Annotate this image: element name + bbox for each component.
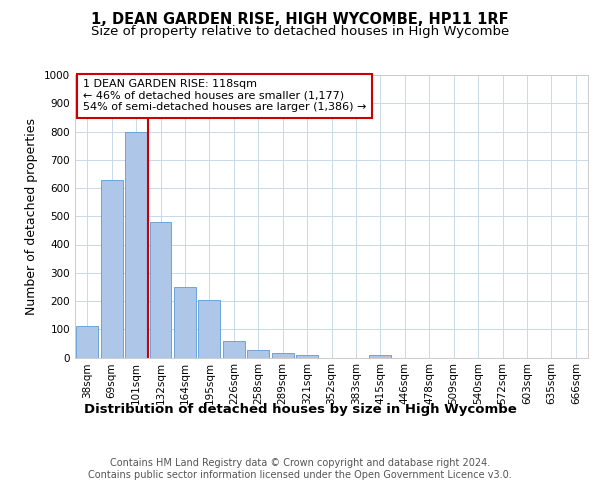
Bar [223, 340, 245, 357]
Bar [174, 287, 196, 358]
Y-axis label: Number of detached properties: Number of detached properties [25, 118, 38, 315]
Text: 1, DEAN GARDEN RISE, HIGH WYCOMBE, HP11 1RF: 1, DEAN GARDEN RISE, HIGH WYCOMBE, HP11 … [91, 12, 509, 28]
Bar [149, 222, 172, 358]
Bar [199, 300, 220, 358]
Bar [370, 354, 391, 358]
Text: Distribution of detached houses by size in High Wycombe: Distribution of detached houses by size … [83, 402, 517, 415]
Bar [76, 326, 98, 358]
Bar [272, 354, 293, 358]
Text: Size of property relative to detached houses in High Wycombe: Size of property relative to detached ho… [91, 25, 509, 38]
Bar [101, 180, 122, 358]
Bar [247, 350, 269, 358]
Text: Contains public sector information licensed under the Open Government Licence v3: Contains public sector information licen… [88, 470, 512, 480]
Bar [125, 132, 147, 358]
Text: Contains HM Land Registry data © Crown copyright and database right 2024.: Contains HM Land Registry data © Crown c… [110, 458, 490, 468]
Text: 1 DEAN GARDEN RISE: 118sqm
← 46% of detached houses are smaller (1,177)
54% of s: 1 DEAN GARDEN RISE: 118sqm ← 46% of deta… [83, 79, 366, 112]
Bar [296, 354, 318, 358]
